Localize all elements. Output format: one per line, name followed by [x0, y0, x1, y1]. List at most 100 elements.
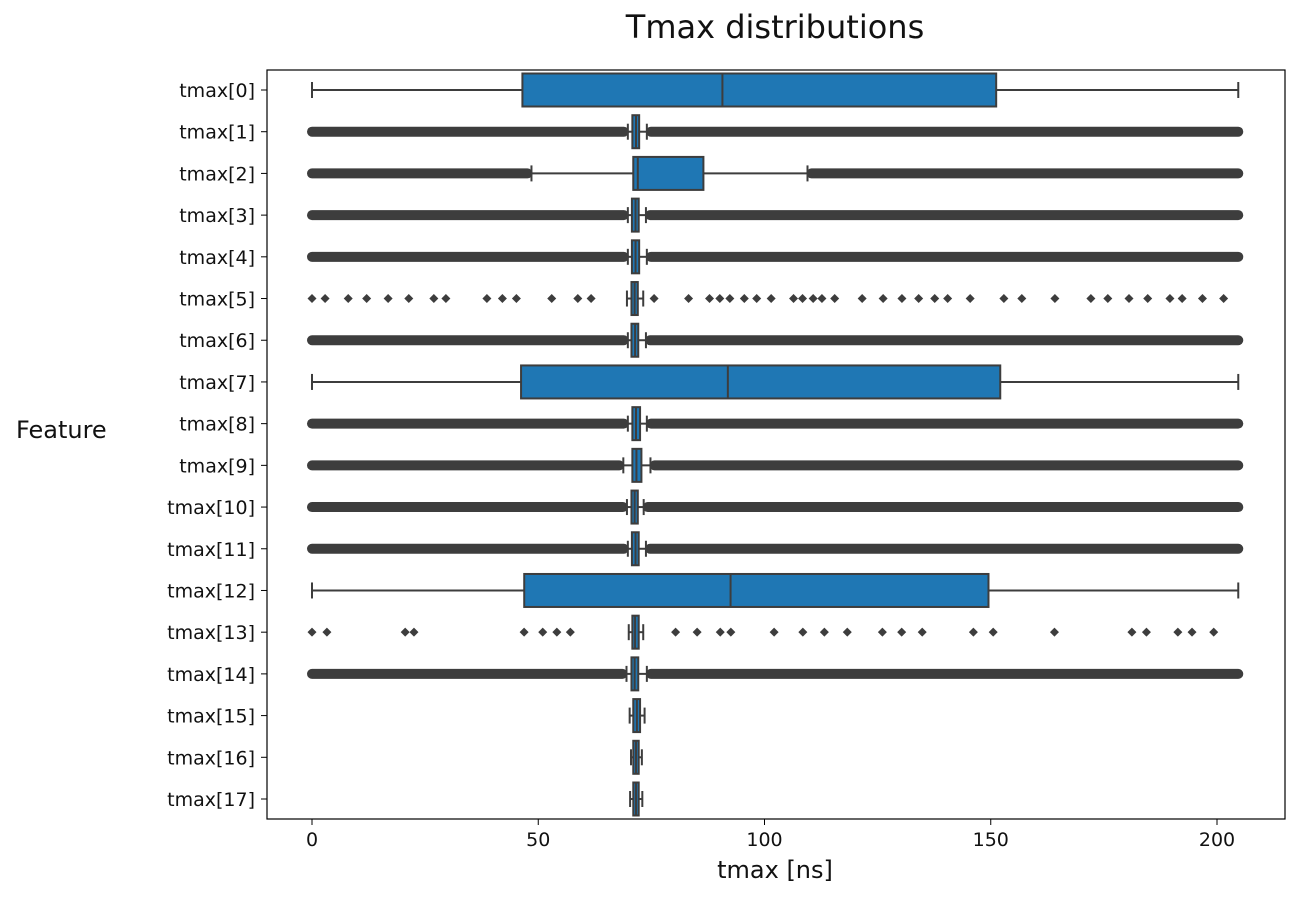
outlier-point: [1086, 294, 1096, 304]
outlier-point: [769, 627, 779, 637]
box: [520, 364, 1002, 400]
y-tick-label: tmax[0]: [179, 80, 255, 102]
outlier-point: [842, 627, 852, 637]
outlier-point: [1187, 627, 1197, 637]
outlier-point: [830, 294, 840, 304]
outlier-point: [789, 294, 799, 304]
y-tick-label: tmax[14]: [167, 664, 255, 686]
outlier-point: [1177, 294, 1187, 304]
outlier-point: [307, 294, 317, 304]
x-tick-label: 150: [973, 829, 1009, 851]
outlier-point: [877, 627, 887, 637]
y-tick-label: tmax[8]: [179, 414, 255, 436]
outlier-point: [497, 294, 507, 304]
outlier-point: [547, 294, 557, 304]
y-tick-label: tmax[13]: [167, 622, 255, 644]
outlier-point: [307, 627, 317, 637]
outlier-point: [1165, 294, 1175, 304]
outlier-point: [988, 627, 998, 637]
outlier-point: [1141, 627, 1151, 637]
y-tick-label: tmax[3]: [179, 205, 255, 227]
outlier-point: [917, 627, 927, 637]
outlier-point: [383, 294, 393, 304]
x-tick-label: 100: [746, 829, 782, 851]
x-tick-label: 50: [526, 829, 550, 851]
y-tick-label: tmax[11]: [167, 539, 255, 561]
outlier-point: [552, 627, 562, 637]
outlier-point: [878, 294, 888, 304]
y-tick-label: tmax[12]: [167, 580, 255, 602]
outlier-point: [441, 294, 451, 304]
plot-area: 0 50 100 150 200 tmax[0] tmax[1] tmax[2] tmax[3]…: [167, 72, 1244, 851]
outlier-point: [817, 294, 827, 304]
outlier-point: [739, 294, 749, 304]
box: [632, 155, 705, 191]
outlier-point: [705, 294, 715, 304]
outlier-point: [1050, 294, 1060, 304]
outlier-point: [798, 294, 808, 304]
y-tick-label: tmax[4]: [179, 247, 255, 269]
outlier-point: [586, 294, 596, 304]
outlier-point: [857, 294, 867, 304]
x-axis-label: tmax [ns]: [717, 856, 833, 884]
outlier-point: [511, 294, 521, 304]
outlier-point: [1209, 627, 1219, 637]
outlier-point: [343, 294, 353, 304]
plot-frame: [266, 69, 1286, 820]
outlier-point: [930, 294, 940, 304]
outlier-point: [808, 294, 818, 304]
box: [523, 572, 990, 608]
outlier-point: [1173, 627, 1183, 637]
outlier-point: [968, 627, 978, 637]
outlier-point: [684, 294, 694, 304]
y-tick-label: tmax[1]: [179, 122, 255, 144]
outlier-point: [519, 627, 529, 637]
outlier-point: [798, 627, 808, 637]
y-tick-label: tmax[16]: [167, 747, 255, 769]
outlier-point: [715, 627, 725, 637]
outlier-point: [1049, 627, 1059, 637]
outlier-point: [1017, 294, 1027, 304]
chart-title: Tmax distributions: [625, 8, 925, 46]
outlier-point: [565, 627, 575, 637]
outlier-point: [692, 627, 702, 637]
outlier-point: [819, 627, 829, 637]
outlier-point: [1103, 294, 1113, 304]
outlier-point: [897, 294, 907, 304]
y-tick-label: tmax[6]: [179, 330, 255, 352]
outlier-point: [1143, 294, 1153, 304]
outlier-point: [649, 294, 659, 304]
x-tick-label: 200: [1199, 829, 1235, 851]
outlier-point: [409, 627, 419, 637]
outlier-point: [322, 627, 332, 637]
outlier-point: [897, 627, 907, 637]
outlier-point: [999, 294, 1009, 304]
box: [521, 72, 998, 108]
y-tick-label: tmax[10]: [167, 497, 255, 519]
outlier-point: [914, 294, 924, 304]
outlier-point: [1127, 627, 1137, 637]
y-tick-label: tmax[5]: [179, 289, 255, 311]
outlier-point: [965, 294, 975, 304]
y-tick-label: tmax[9]: [179, 455, 255, 477]
y-tick-label: tmax[2]: [179, 163, 255, 185]
outlier-point: [400, 627, 410, 637]
outlier-point: [1124, 294, 1134, 304]
y-tick-label: tmax[7]: [179, 372, 255, 394]
outlier-point: [943, 294, 953, 304]
y-tick-label: tmax[17]: [167, 789, 255, 811]
y-axis-label: Feature: [16, 416, 107, 444]
outlier-point: [482, 294, 492, 304]
outlier-point: [1197, 294, 1207, 304]
outlier-point: [715, 294, 725, 304]
outlier-point: [671, 627, 681, 637]
outlier-point: [725, 294, 735, 304]
outlier-point: [404, 294, 414, 304]
outlier-point: [429, 294, 439, 304]
outlier-point: [320, 294, 330, 304]
x-tick-label: 0: [306, 829, 318, 851]
outlier-point: [538, 627, 548, 637]
outlier-point: [726, 627, 736, 637]
outlier-point: [752, 294, 762, 304]
